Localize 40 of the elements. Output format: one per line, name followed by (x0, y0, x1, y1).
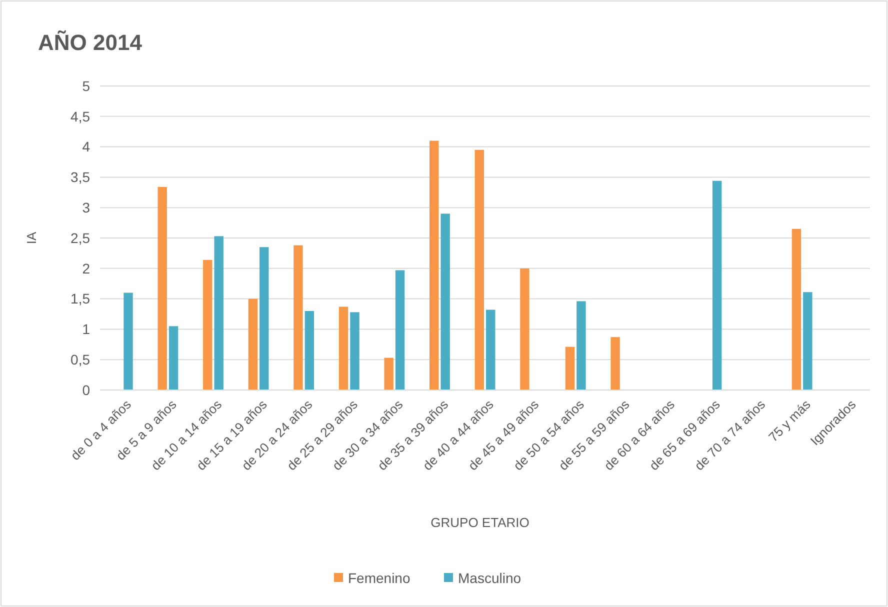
bar (803, 292, 812, 390)
bar (792, 228, 802, 390)
bar (486, 310, 496, 390)
y-tick-label: 3,5 (70, 169, 90, 186)
bar (712, 180, 722, 390)
y-tick-label: 4,5 (70, 108, 90, 124)
bar (576, 301, 586, 390)
bar (350, 312, 360, 390)
bar (214, 236, 224, 390)
y-tick-label: 1,5 (70, 290, 90, 307)
bar (565, 346, 575, 390)
y-tick-label: 2 (82, 260, 90, 276)
bar (294, 245, 303, 390)
y-tick-label: 5 (82, 78, 90, 94)
bar (304, 310, 314, 390)
bar (260, 247, 269, 390)
bar (474, 150, 484, 390)
bar (338, 306, 348, 390)
bar (124, 292, 133, 390)
legend-label: Masculino (458, 570, 522, 586)
y-tick-label: 0,5 (70, 352, 90, 368)
x-axis-title: GRUPO ETARIO (430, 515, 530, 530)
legend-label: Femenino (348, 570, 410, 586)
bar (384, 358, 394, 390)
y-tick-label: 4 (82, 138, 90, 155)
bar (429, 140, 439, 390)
y-tick-label: 0 (82, 382, 90, 398)
chart-title: AÑO 2014 (38, 30, 143, 55)
bar (158, 186, 167, 390)
y-axis-title: IA (24, 232, 39, 244)
y-tick-label: 3 (82, 200, 90, 216)
bar (203, 260, 212, 390)
y-tick-label: 1 (82, 321, 90, 338)
bar (610, 337, 620, 390)
bar (520, 268, 530, 390)
bar (248, 298, 258, 390)
bar (440, 214, 450, 390)
bar (395, 270, 405, 390)
bar (168, 326, 178, 390)
y-tick-label: 2,5 (70, 230, 90, 246)
